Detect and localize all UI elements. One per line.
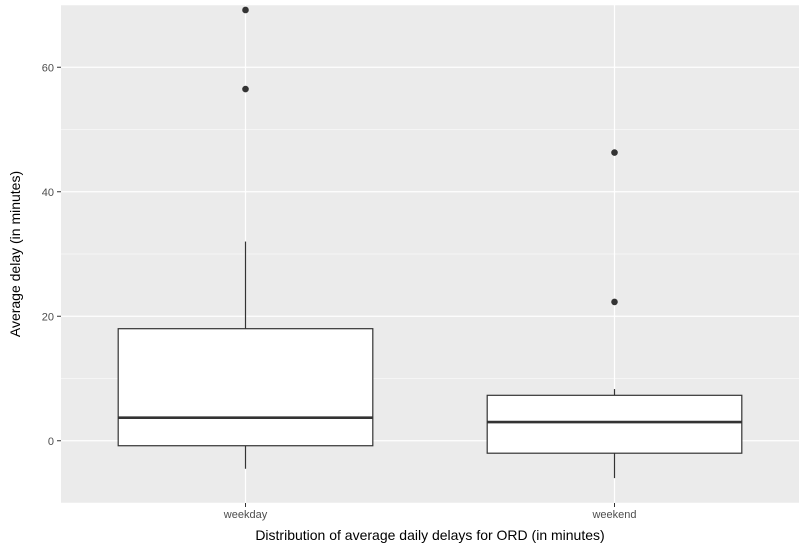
outlier-point [242, 85, 249, 93]
x-axis-ticks: weekday weekend [223, 503, 637, 521]
iqr-box [117, 328, 374, 447]
iqr-box [486, 394, 743, 454]
y-tick-label: 0 [48, 436, 54, 448]
y-tick-label: 40 [42, 187, 54, 199]
x-tick-label: weekday [223, 509, 268, 521]
box-weekend [486, 149, 743, 479]
y-axis-ticks: 0 20 40 60 [42, 62, 61, 448]
outlier-point [242, 6, 249, 14]
x-tick-label: weekend [591, 509, 636, 521]
y-axis-title: Average delay (in minutes) [7, 171, 23, 337]
boxes-layer [117, 6, 743, 479]
y-tick-label: 60 [42, 62, 54, 74]
outlier-point [611, 298, 618, 306]
box-weekday [117, 6, 374, 469]
x-axis-title: Distribution of average daily delays for… [255, 527, 604, 543]
y-tick-label: 20 [42, 311, 54, 323]
outlier-point [611, 149, 618, 156]
